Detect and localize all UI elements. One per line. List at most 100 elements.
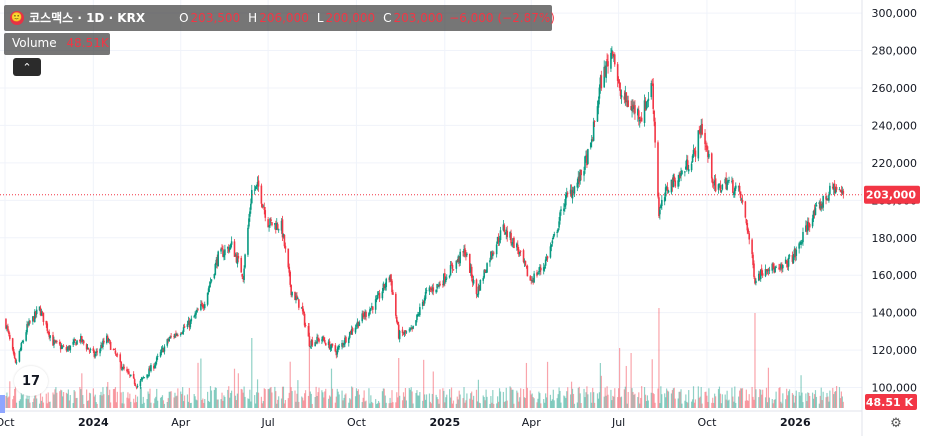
volume-bar: [496, 403, 498, 408]
volume-bar: [691, 399, 694, 408]
candle-body: [755, 280, 757, 284]
volume-bar: [370, 395, 372, 408]
candle-body: [120, 361, 122, 369]
volume-bar: [264, 389, 266, 408]
volume-bar: [256, 379, 259, 408]
candle-body: [518, 251, 521, 254]
candle-body: [638, 119, 641, 122]
candle-body: [753, 263, 755, 277]
left-panel-handle[interactable]: [0, 395, 5, 413]
volume-bar: [328, 395, 331, 408]
volume-bar: [174, 392, 176, 408]
volume-bar: [429, 401, 432, 408]
volume-bar: [637, 397, 639, 408]
candle-body: [389, 275, 391, 281]
volume-bar: [794, 395, 796, 408]
volume-bar: [513, 403, 515, 408]
candle-body: [7, 326, 9, 331]
candle-body: [835, 186, 838, 190]
volume-bar: [277, 399, 279, 408]
candle-body: [419, 307, 421, 316]
candle-body: [127, 371, 129, 373]
candle-body: [262, 206, 265, 208]
volume-bar: [275, 391, 277, 408]
volume-bar: [128, 398, 130, 408]
volume-bar: [354, 396, 357, 408]
volume-bar: [449, 389, 451, 408]
candle-body: [746, 223, 749, 231]
candle-body: [404, 330, 407, 333]
candle-body: [267, 219, 269, 228]
volume-bar: [8, 396, 10, 408]
volume-bar: [718, 386, 721, 408]
volume-bar: [666, 388, 668, 408]
candle-body: [227, 247, 230, 252]
candle-body: [243, 268, 245, 280]
volume-bar: [493, 403, 495, 408]
volume-bar: [181, 394, 183, 408]
candle-body: [221, 247, 223, 250]
candle-body: [147, 374, 149, 376]
candle-body: [685, 166, 687, 170]
volume-bar: [559, 390, 561, 408]
candle-body: [181, 332, 184, 334]
candle-body: [166, 339, 169, 346]
volume-bar: [580, 403, 582, 408]
candle-body: [115, 354, 118, 356]
candle-body: [589, 142, 592, 148]
candle-body: [607, 61, 609, 67]
candle-body: [705, 145, 707, 147]
volume-bar: [700, 387, 702, 408]
candle-body: [253, 189, 256, 191]
candle-body: [322, 336, 324, 341]
volume-bar: [357, 389, 359, 408]
volume-bar: [739, 388, 742, 408]
volume-bar: [355, 388, 358, 408]
price-axis[interactable]: [862, 0, 928, 436]
candle-body: [706, 145, 708, 150]
gear-icon[interactable]: ⚙: [890, 415, 902, 431]
volume-bar: [585, 392, 587, 408]
candle-body: [841, 190, 844, 194]
volume-legend-background: [4, 33, 110, 55]
volume-bar: [14, 386, 17, 408]
volume-bar: [73, 390, 75, 408]
volume-bar: [254, 395, 256, 408]
volume-bar: [307, 395, 310, 408]
candle-body: [604, 67, 606, 77]
candle-body: [390, 274, 392, 282]
volume-bar: [820, 387, 822, 408]
candle-body: [153, 365, 155, 369]
candle-body: [99, 349, 101, 354]
candle-body: [160, 349, 163, 353]
volume-bar: [604, 387, 606, 408]
candle-body: [563, 208, 565, 211]
candle-body: [697, 130, 700, 159]
volume-bar: [510, 387, 512, 408]
last-volume-label: 48.51 K: [866, 396, 914, 409]
candle-body: [540, 267, 542, 271]
candle-body: [167, 339, 170, 341]
candle-body: [356, 321, 359, 326]
symbol-title[interactable]: 코스맥스 · 1D · KRX: [29, 11, 146, 25]
candle-body: [18, 350, 21, 362]
volume-bar: [464, 402, 466, 408]
volume-bar: [807, 392, 809, 408]
candle-body: [731, 180, 733, 182]
volume-bar: [162, 400, 165, 408]
candle-body: [173, 336, 175, 338]
volume-bar: [765, 387, 768, 408]
candle-body: [119, 354, 122, 363]
volume-bar: [698, 397, 700, 408]
collapse-legend-button[interactable]: ⌃: [13, 58, 41, 76]
volume-bar: [410, 387, 412, 408]
candle-body: [626, 100, 629, 102]
volume-bar: [21, 395, 23, 408]
tradingview-logo[interactable]: 17: [14, 366, 48, 396]
candle-body: [330, 344, 333, 349]
volume-bar: [788, 389, 791, 408]
volume-bar: [209, 386, 212, 408]
volume-bar: [143, 402, 145, 408]
